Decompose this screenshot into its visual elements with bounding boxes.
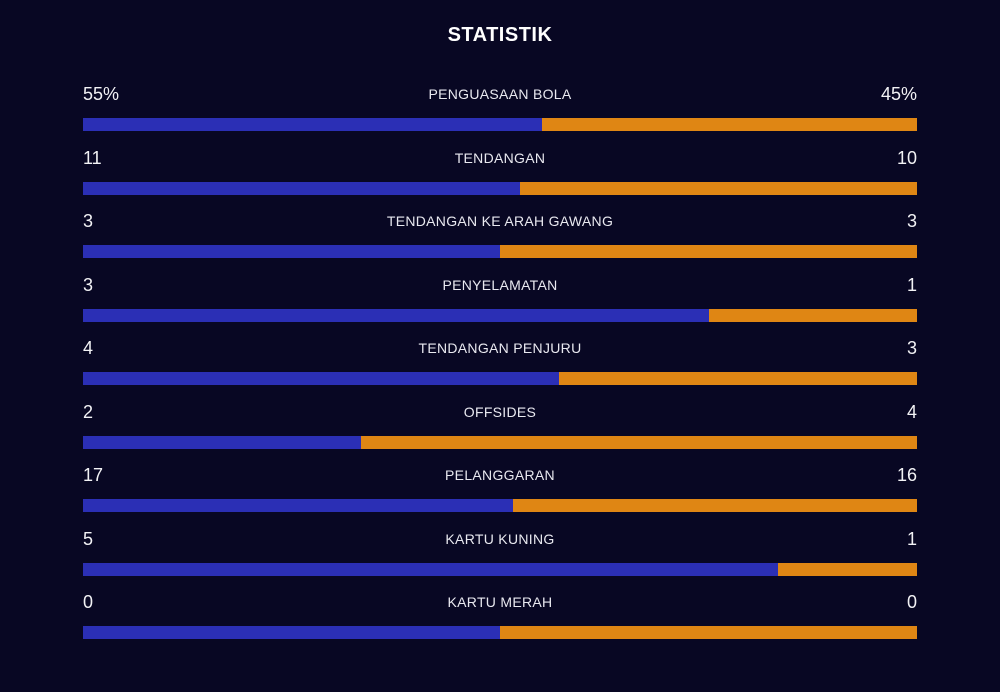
away-value: 3	[906, 211, 917, 231]
home-bar-fill	[83, 308, 709, 322]
stat-row-shots: 11 TENDANGAN 10	[83, 144, 917, 208]
away-bar-fill	[520, 181, 917, 195]
stat-row-offsides: 2 OFFSIDES 4	[83, 398, 917, 462]
away-value: 4	[906, 401, 917, 422]
comparison-bar	[83, 245, 917, 258]
stat-row-possession: 55% PENGUASAAN BOLA 45%	[83, 80, 917, 144]
stat-label: KARTU KUNING	[445, 530, 555, 547]
comparison-bar	[83, 435, 917, 449]
away-bar-fill	[559, 372, 917, 385]
away-bar-fill	[541, 118, 917, 131]
comparison-bar	[83, 372, 917, 385]
home-value: 5	[83, 528, 94, 549]
away-bar-fill	[500, 626, 917, 639]
stat-label: TENDANGAN	[454, 149, 546, 166]
stat-label: PENGUASAAN BOLA	[428, 86, 572, 102]
away-value: 3	[906, 338, 917, 358]
comparison-bar	[83, 562, 917, 576]
home-value: 2	[83, 401, 94, 422]
away-bar-fill	[500, 245, 917, 258]
stat-label: PENYELAMATAN	[442, 276, 558, 293]
home-bar-fill	[83, 562, 778, 576]
away-value: 0	[906, 592, 917, 612]
stat-row-yellow-cards: 5 KARTU KUNING 1	[83, 525, 917, 589]
home-bar-fill	[83, 372, 560, 385]
comparison-bar	[83, 308, 917, 322]
stat-label: PELANGGARAN	[445, 467, 555, 483]
home-value: 0	[83, 592, 94, 612]
home-value: 3	[83, 211, 94, 231]
stat-label: OFFSIDES	[463, 403, 537, 420]
away-value: 16	[896, 465, 917, 485]
home-value: 55%	[83, 84, 120, 104]
stats-list: 55% PENGUASAAN BOLA 45% 11 TENDANGAN 1 0 …	[83, 80, 917, 652]
stat-row-saves: 3 PENYELAMATAN 1	[83, 271, 917, 335]
stat-row-corners: 4 TENDANGAN PENJURU 3	[83, 334, 917, 398]
away-value: 1	[906, 528, 917, 549]
home-bar-fill	[83, 626, 500, 639]
comparison-bar	[83, 181, 917, 195]
home-bar-fill	[83, 118, 542, 131]
stat-row-red-cards: 0 KARTU MERAH 0	[83, 588, 917, 652]
stats-title: STATISTIK	[447, 24, 553, 46]
comparison-bar	[83, 626, 917, 639]
home-value: 4	[83, 338, 94, 358]
home-bar-fill	[83, 435, 361, 449]
away-bar-fill	[708, 308, 917, 322]
home-value: 17	[83, 465, 104, 485]
stat-label: TENDANGAN KE ARAH GAWANG	[386, 213, 614, 229]
away-bar-fill	[777, 562, 917, 576]
comparison-bar	[83, 499, 917, 512]
home-value: 3	[83, 274, 94, 295]
stat-row-shots-on-target: 3 TENDANGAN KE ARAH GAWANG 3	[83, 207, 917, 271]
comparison-bar	[83, 118, 917, 131]
away-bar-fill	[512, 499, 917, 512]
stat-label: TENDANGAN PENJURU	[418, 340, 582, 356]
away-value: 1	[906, 274, 917, 295]
home-bar-fill	[83, 499, 513, 512]
home-bar-fill	[83, 245, 500, 258]
home-bar-fill	[83, 181, 521, 195]
stat-row-fouls: 17 PELANGGARAN 16	[83, 461, 917, 525]
away-value: 45%	[880, 84, 917, 104]
away-value: 10	[896, 147, 917, 168]
stat-label: KARTU MERAH	[447, 594, 553, 610]
home-value: 11	[83, 147, 102, 168]
away-bar-fill	[360, 435, 917, 449]
